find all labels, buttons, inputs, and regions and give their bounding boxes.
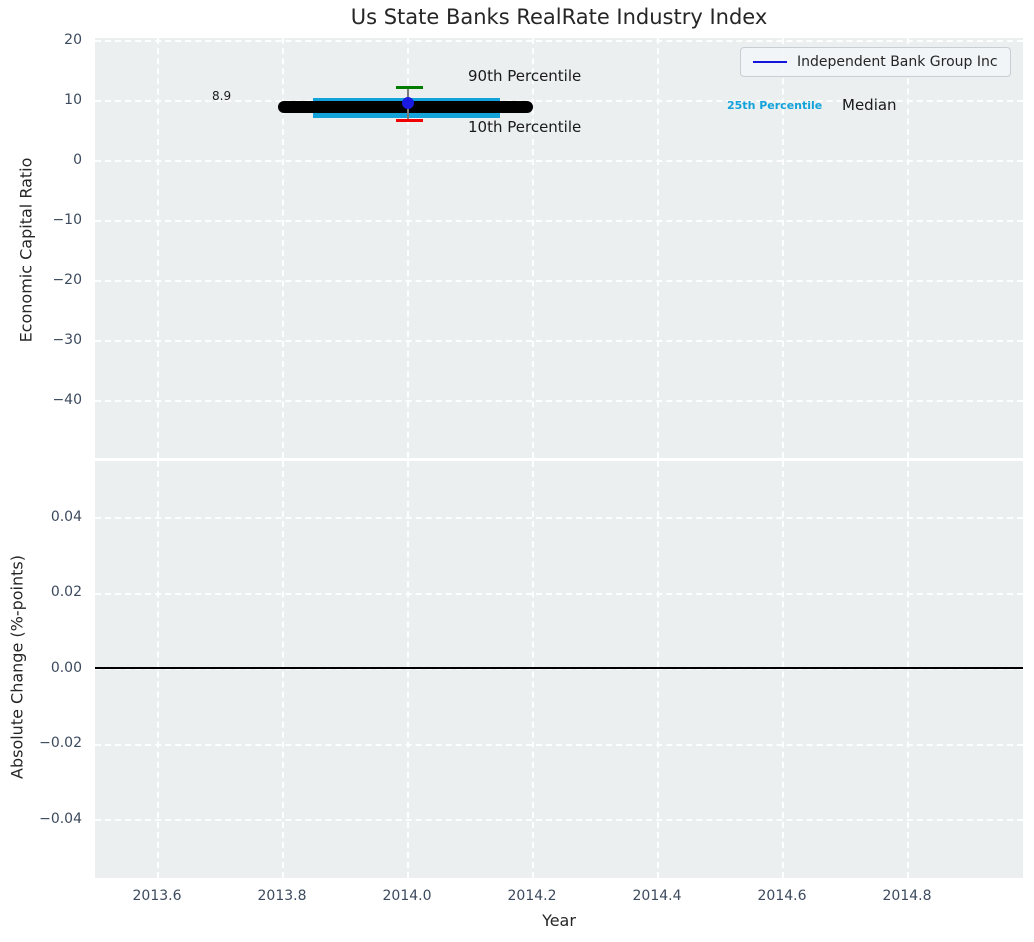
y-tick-label: −20 [0,272,82,288]
gridline [907,38,909,458]
gridline [95,400,1023,402]
gridline [157,461,159,878]
y-tick-label: 0.04 [0,509,82,525]
y-tick-label: 20 [0,32,82,48]
y-tick-label: −0.02 [0,735,82,751]
gridline [407,461,409,878]
figure: Us State Banks RealRate Industry Index E… [0,0,1034,942]
gridline [95,517,1023,519]
x-tick-label: 2014.8 [867,888,947,904]
top-y-axis-label: Economic Capital Ratio [17,158,36,343]
gridline [157,38,159,458]
x-tick-label: 2014.0 [367,888,447,904]
gridline [907,461,909,878]
gridline [95,593,1023,595]
gridline [95,340,1023,342]
y-tick-label: −10 [0,212,82,228]
gridline [782,461,784,878]
gridline [282,461,284,878]
gridline [95,280,1023,282]
gridline [657,461,659,878]
y-tick-label: 0.02 [0,584,82,600]
gridline [532,461,534,878]
chart-title: Us State Banks RealRate Industry Index [95,5,1023,29]
x-tick-label: 2014.6 [742,888,822,904]
median-annotation: Median [842,96,897,114]
top-plot-area: 8.9 90th Percentile 10th Percentile 25th… [95,38,1023,458]
median-value-annotation: 8.9 [212,89,231,103]
company-data-point [402,97,414,109]
legend-label: Independent Bank Group Inc [797,54,998,70]
zero-reference-line [95,667,1023,669]
y-tick-label: 10 [0,92,82,108]
gridline [532,38,534,458]
p10-whisker-cap [396,119,423,122]
y-tick-label: 0.00 [0,660,82,676]
bottom-plot-area [95,461,1023,878]
gridline [95,744,1023,746]
legend-line-sample-icon [753,61,787,64]
p10-annotation: 10th Percentile [468,118,581,136]
p25-annotation: 25th Percentile [727,99,822,112]
x-tick-label: 2014.2 [492,888,572,904]
y-tick-label: −40 [0,392,82,408]
x-tick-label: 2013.6 [117,888,197,904]
gridline [657,38,659,458]
gridline [95,819,1023,821]
gridline [95,160,1023,162]
y-tick-label: 0 [0,152,82,168]
y-tick-label: −30 [0,332,82,348]
y-tick-label: −0.04 [0,811,82,827]
x-tick-label: 2013.8 [242,888,322,904]
legend: Independent Bank Group Inc [740,47,1011,77]
x-tick-label: 2014.4 [617,888,697,904]
p90-whisker-cap [396,86,423,89]
x-axis-label: Year [95,911,1023,930]
gridline [95,40,1023,42]
p90-annotation: 90th Percentile [468,67,581,85]
gridline [95,220,1023,222]
